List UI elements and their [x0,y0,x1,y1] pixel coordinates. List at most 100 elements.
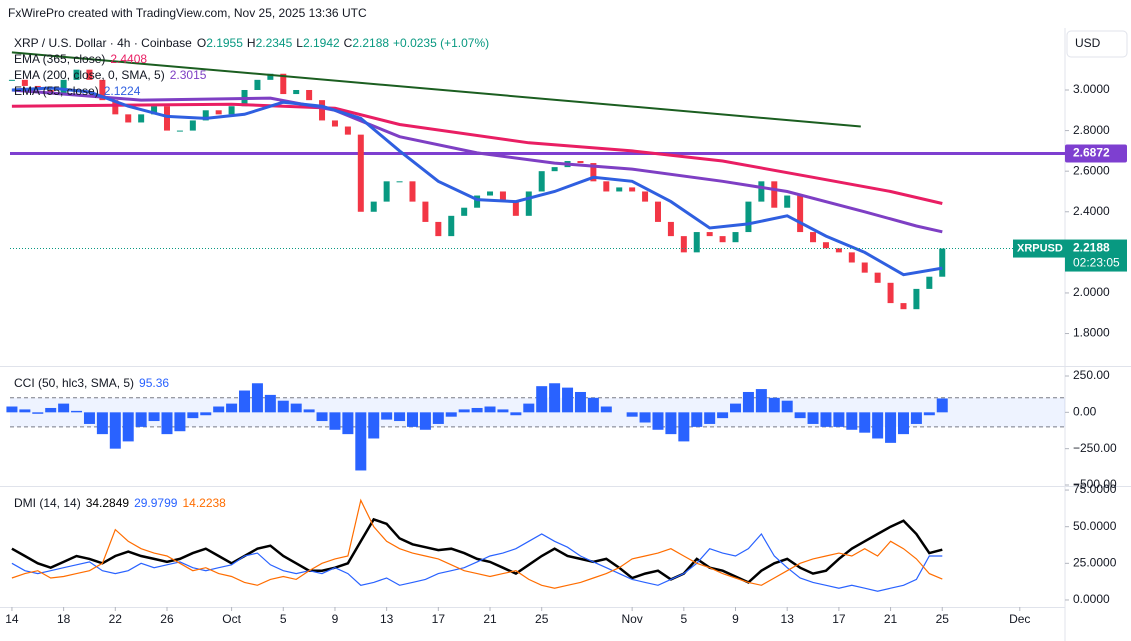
cci-bar [807,412,819,424]
cci-bar [691,412,703,427]
x-tick-label: 21 [483,612,497,626]
x-tick-label: 17 [832,612,846,626]
cci-bar [445,412,457,417]
x-tick-label: 25 [535,612,549,626]
legend-header: XRP / U.S. Dollar · 4h · Coinbase O2.1955… [14,35,494,51]
level-label-box [1065,144,1127,163]
cci-bar [458,409,470,413]
cci-bar [71,410,83,413]
cci-bar [639,412,651,423]
candle [396,181,403,183]
candle [848,252,855,263]
cci-bar [122,412,134,442]
legend-entry: EMA (200, close, 0, SMA, 5) 2.3015 [14,67,494,83]
candle [758,181,765,202]
y-tick-label: 250.00 [1073,368,1110,382]
cci-bar [135,412,147,427]
cci-bar [19,409,31,413]
ohlc-value: 2.1942 [302,36,340,50]
y-tick-label: 0.00 [1073,405,1097,419]
candle [228,106,235,115]
legend-value: 2.4408 [110,52,148,66]
candle [797,195,804,233]
dmi-line [11,532,943,592]
cci-bar [704,412,716,424]
cci-bar [316,412,328,422]
last-price: 2.2188 [1073,241,1110,255]
cci-bar [730,403,742,413]
candle [344,126,351,135]
candle [642,191,649,202]
cci-bar [187,412,199,419]
ohlc-item: L2.1942 [296,36,339,50]
cci-bar [549,383,561,413]
x-tick-label: 9 [732,612,739,626]
y-tick-label: 25.0000 [1073,555,1117,569]
cci-bar [355,412,367,471]
candle [629,187,636,192]
x-tick-label: 13 [781,612,795,626]
x-tick-label: 21 [884,612,898,626]
candle [926,276,933,289]
symbol-box [1013,239,1065,258]
candle [745,201,752,233]
cci-bar [536,386,548,413]
cci-bar [510,412,522,416]
x-tick-label: 9 [332,612,339,626]
cci-bar [859,412,871,433]
ohlc-label: O [196,36,207,50]
candle [448,215,455,237]
ohlc-value: 2.1955 [206,36,243,50]
candle [874,272,881,283]
cci-bar [174,412,186,432]
ohlc-item: C2.2188 [344,36,389,50]
candle [280,73,287,95]
indicator-value: 34.2849 [85,496,130,510]
cci-bar [329,412,341,430]
y-tick-label: 3.0000 [1073,82,1110,96]
candle [913,288,920,310]
cci-bar [717,412,729,419]
candle [680,236,687,253]
cci-bar [148,412,160,422]
x-tick-label: 18 [57,612,71,626]
candle [409,181,416,202]
cci-bar [381,412,393,420]
cci-bar [239,390,251,413]
candle [939,248,946,277]
ema-line [11,86,943,277]
cci-bar [794,412,806,419]
legend-name: EMA (55, close) [14,84,99,98]
cci-bar [161,412,173,435]
cci-bar [32,412,44,414]
y-tick-label: 2.4000 [1073,204,1110,218]
candle [577,161,584,164]
candle [138,114,145,123]
cci-bar [872,412,884,439]
candle [706,232,713,237]
indicator-title: DMI (14, 14) [14,496,81,510]
cci-bar [936,398,948,413]
candle [331,120,338,127]
candle [861,262,868,273]
candle [474,195,481,208]
y-tick-label: 2.6000 [1073,163,1110,177]
legend-entry: EMA (55, close) 2.1224 [14,83,494,99]
x-tick-label: 22 [109,612,123,626]
y-tick-label: 1.8000 [1073,326,1110,340]
cci-bar [768,397,780,413]
candle [719,236,726,243]
ohlc-label: L [296,36,303,50]
cci-bar [251,383,263,413]
cci-bar [471,407,483,413]
level-label: 2.6872 [1073,146,1110,160]
candle [461,207,468,216]
legend-value: 2.1224 [103,84,141,98]
candle [306,89,313,101]
candle [654,201,661,222]
candle [112,100,119,115]
cci-bar [226,403,238,413]
candle [60,79,67,95]
candle [667,221,674,237]
